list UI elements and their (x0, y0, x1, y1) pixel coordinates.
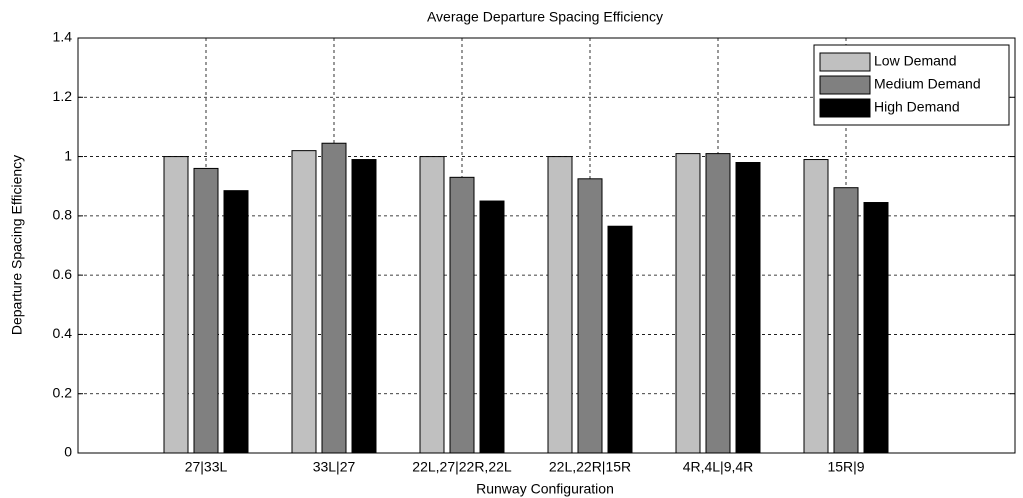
legend-swatch (819, 52, 871, 72)
y-tick-label: 0.6 (53, 266, 73, 282)
legend-swatch (819, 75, 871, 95)
legend-swatch (819, 98, 871, 118)
chart-title: Average Departure Spacing Efficiency (427, 9, 663, 25)
x-tick-label: 22L,22R|15R (549, 459, 631, 475)
legend-label: Low Demand (874, 53, 957, 69)
bar (291, 150, 317, 454)
bar (321, 142, 347, 454)
x-tick-label: 4R,4L|9,4R (683, 459, 754, 475)
bar (547, 156, 573, 454)
x-axis-label: Runway Configuration (476, 481, 614, 497)
y-axis-label: Departure Spacing Efficiency (9, 155, 25, 335)
y-tick-label: 0.8 (53, 207, 73, 223)
bar (479, 200, 505, 454)
x-tick-label: 22L,27|22R,22L (412, 459, 512, 475)
bar (863, 202, 889, 454)
bar (607, 225, 633, 454)
y-tick-label: 0.4 (53, 325, 73, 341)
bar (803, 159, 829, 454)
y-tick-label: 0.2 (53, 384, 73, 400)
plot-frame (77, 37, 1016, 454)
bar (675, 153, 701, 454)
bar (449, 176, 475, 454)
bar (735, 162, 761, 454)
legend: Low Demand Medium Demand High Demand (813, 44, 1010, 126)
bar (351, 159, 377, 454)
y-tick-label: 1 (64, 147, 72, 163)
bar (705, 153, 731, 454)
x-tick-label: 33L|27 (313, 459, 356, 475)
legend-label: High Demand (874, 99, 960, 115)
bar (193, 167, 219, 454)
legend-label: Medium Demand (874, 76, 981, 92)
bar (419, 156, 445, 454)
bar (833, 187, 859, 454)
y-tick-label: 0 (64, 444, 72, 460)
x-tick-label: 27|33L (185, 459, 228, 475)
bar (577, 178, 603, 454)
y-tick-label: 1.2 (53, 88, 73, 104)
bar (163, 156, 189, 454)
y-tick-label: 1.4 (53, 29, 73, 45)
x-tick-label: 15R|9 (827, 459, 864, 475)
bar (223, 190, 249, 454)
